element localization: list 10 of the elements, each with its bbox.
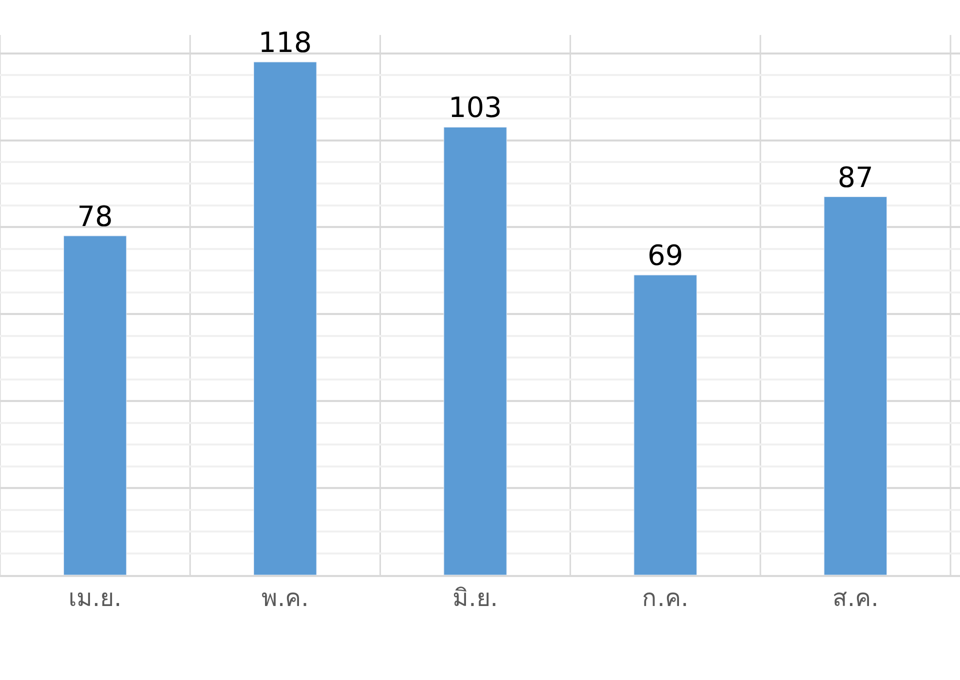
data-label: 118 [258,26,312,59]
x-tick-label: ก.ค. [642,584,688,612]
data-label: 78 [77,200,113,233]
x-tick-label: ส.ค. [832,584,879,612]
data-label: 87 [838,160,874,194]
data-label: 103 [448,91,502,124]
x-tick-label: พ.ค. [262,584,309,612]
data-label: 69 [648,239,684,272]
x-tick-label: เม.ย. [68,584,122,612]
x-tick-label: มิ.ย. [452,584,498,612]
